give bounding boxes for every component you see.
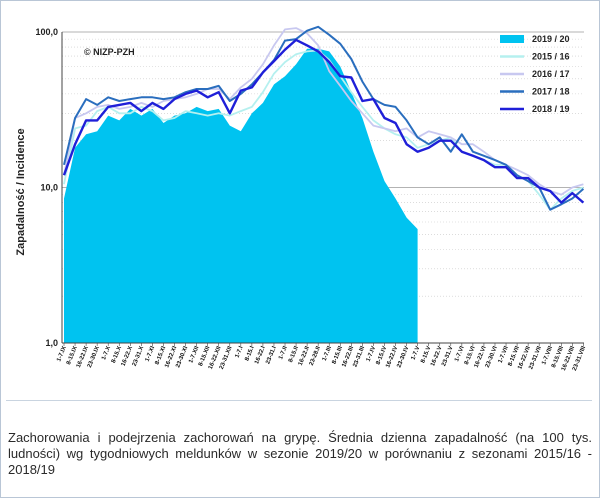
x-tick-label: 1-7.II — [278, 345, 289, 360]
caption-divider — [6, 400, 592, 401]
legend: 2019 / 20 2015 / 16 2016 / 17 2017 / 18 2018… — [500, 34, 570, 114]
legend-label: 2017 / 18 — [532, 87, 570, 97]
x-tick-label: 1-7.IV — [366, 346, 378, 363]
y-tick-label: 10,0 — [40, 183, 58, 193]
legend-label: 2019 / 20 — [532, 34, 570, 44]
x-tick-label: 1-7.V — [411, 346, 422, 362]
x-tick-label: 1-7.X — [101, 346, 112, 362]
legend-label: 2016 / 17 — [532, 69, 570, 79]
x-tick-label: 23-31.I — [265, 345, 278, 365]
y-tick-label: 1,0 — [45, 338, 58, 348]
x-tick-label: 1-7.III — [322, 345, 333, 362]
legend-label: 2015 / 16 — [532, 52, 570, 62]
x-tick-label: 23-28.II — [309, 345, 322, 366]
x-tick-label: 1-7.VI — [454, 345, 466, 362]
copyright-note: © NIZP-PZH — [84, 47, 135, 57]
legend-swatch — [500, 35, 524, 43]
x-tick-label: 8-15.I — [244, 345, 255, 362]
x-tick-label: 1-7.IX — [56, 346, 68, 363]
series-area-2019-20 — [64, 48, 418, 344]
series-line-2018-19 — [62, 38, 585, 204]
chart-panel: 1,0 10,0 100,0 1-7.IX 8-15.IX 16-22.IX 23-30.… — [6, 6, 592, 392]
x-tick-label: 1-7.XI — [145, 345, 157, 362]
y-axis-label: Zapadalność / Incidence — [15, 128, 27, 255]
x-tick-label: 1-7.I — [235, 345, 245, 359]
chart-caption: Zachorowania i podejrzenia zachorowań na… — [8, 430, 592, 477]
legend-label: 2018 / 19 — [532, 104, 570, 114]
y-tick-label: 100,0 — [35, 27, 58, 37]
x-tick-label: 23-31.X — [132, 346, 145, 368]
series-line-2017-18 — [63, 25, 585, 211]
x-tick-label: 23-31.V — [441, 346, 454, 368]
